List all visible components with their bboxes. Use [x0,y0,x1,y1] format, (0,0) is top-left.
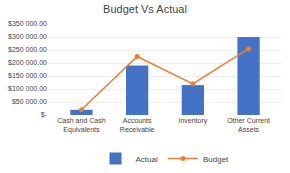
svg-text:$100 000.00: $100 000.00 [8,85,47,92]
svg-text:$300 000.00: $300 000.00 [8,33,47,40]
svg-text:$50 000.00: $50 000.00 [12,98,47,105]
svg-text:$250 000.00: $250 000.00 [8,46,47,53]
svg-text:$-: $- [41,111,48,118]
svg-text:Budget: Budget [203,155,229,164]
svg-text:Actual: Actual [136,155,158,164]
svg-text:$350 000.00: $350 000.00 [8,20,47,27]
svg-text:Other CurrentAssets: Other CurrentAssets [227,117,270,133]
svg-text:Inventory: Inventory [178,117,207,125]
svg-text:$200 000.00: $200 000.00 [8,59,47,66]
svg-text:Cash and CashEquivalents: Cash and CashEquivalents [57,117,105,134]
svg-text:$150 000.00: $150 000.00 [8,72,47,79]
svg-text:AccountsReceivable: AccountsReceivable [120,117,155,133]
svg-text:Budget Vs Actual: Budget Vs Actual [103,3,187,15]
